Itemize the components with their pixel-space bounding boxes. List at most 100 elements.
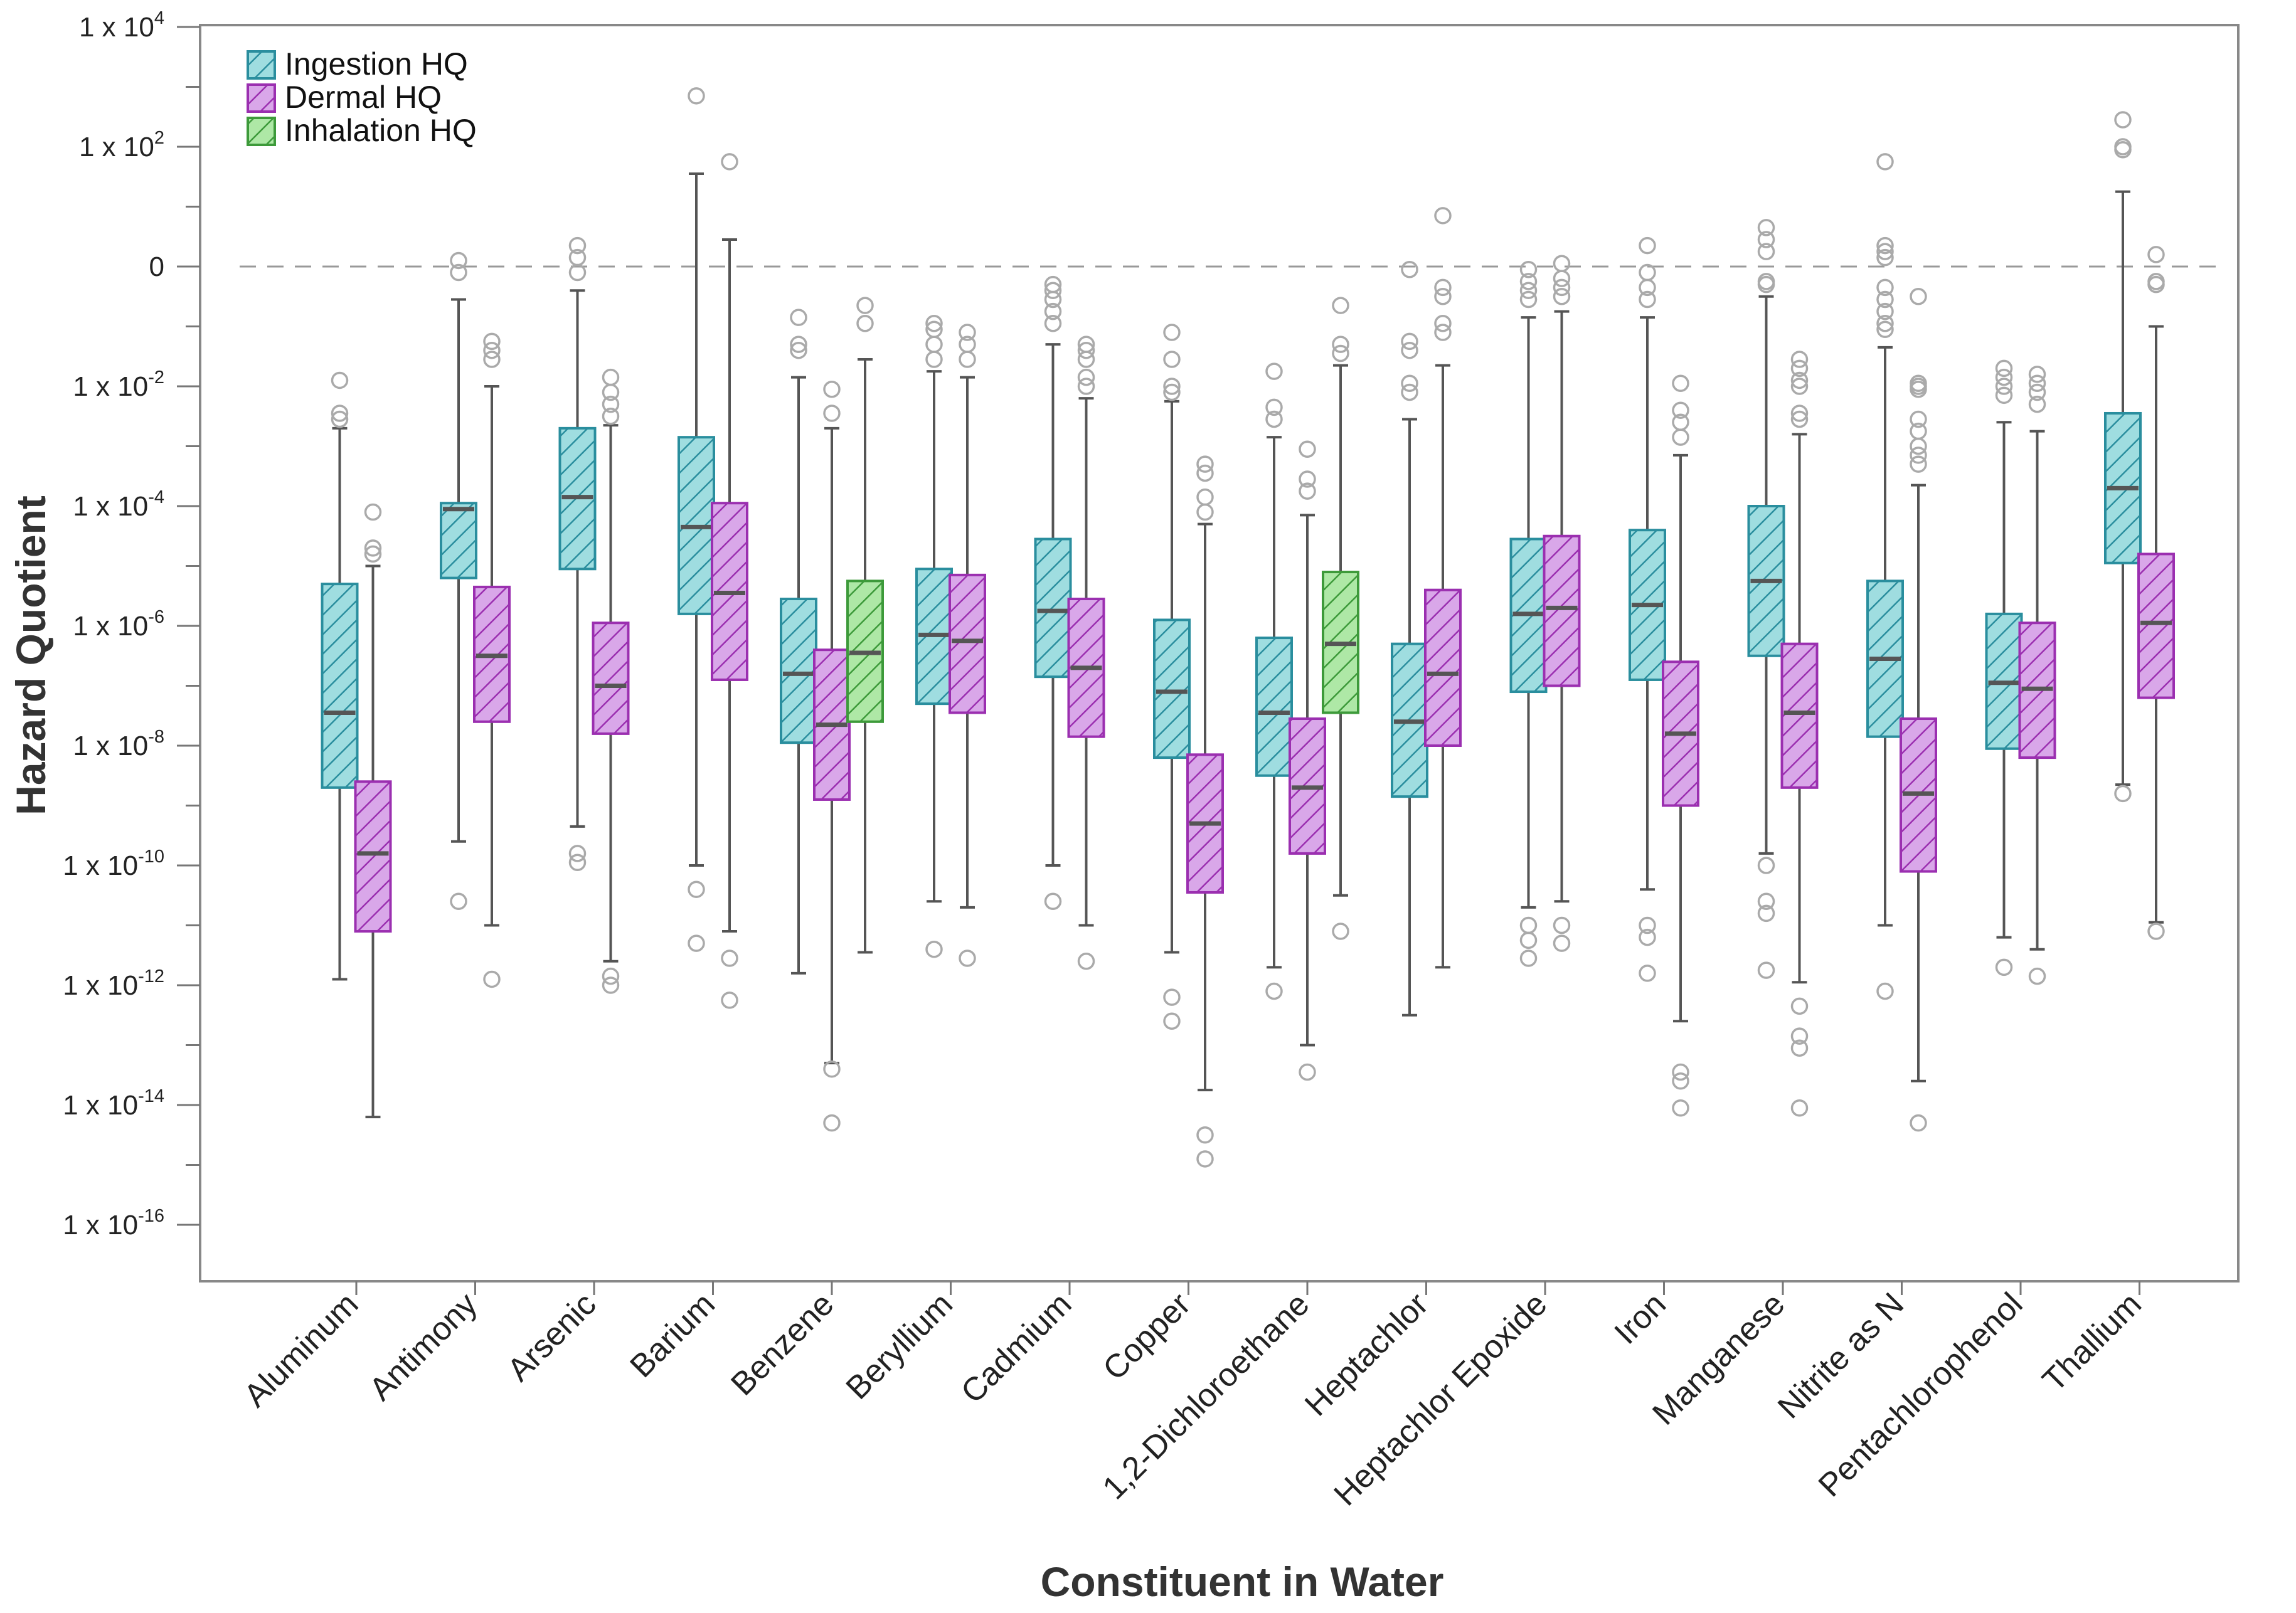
barium-ingestion-outlier (688, 881, 705, 898)
box-group-beryllium (915, 314, 986, 967)
cadmium-dermal-outlier (1077, 953, 1095, 970)
copper-ingestion-outlier (1163, 383, 1181, 401)
y-tick-label-exponent: -16 (138, 1206, 164, 1226)
copper-dermal-outlier (1196, 488, 1214, 506)
copper-dermal-outlier (1196, 1150, 1214, 1168)
heptachlor-epoxide-dermal-outlier (1553, 288, 1571, 305)
manganese-ingestion-outlier (1757, 857, 1775, 874)
beryllium-ingestion-outlier (925, 940, 943, 958)
heptachlor-dermal-outlier (1434, 278, 1452, 297)
y-tick-label-base: 1 x 10 (63, 1210, 138, 1240)
y-tick-label: 1 x 10-8 (73, 727, 164, 761)
manganese-ingestion-outlier (1757, 892, 1775, 911)
antimony-ingestion-box (440, 502, 477, 579)
manganese-dermal-outlier (1790, 378, 1809, 395)
iron-dermal-outlier (1672, 401, 1689, 419)
y-tick-label-base: 1 x 10 (73, 731, 148, 761)
y-tick-label-base: 1 x 10 (79, 132, 154, 162)
heptachlor-ingestion-outlier (1401, 383, 1418, 401)
copper-ingestion-outlier (1163, 351, 1181, 368)
heptachlor-epoxide-dermal-outlier (1553, 934, 1571, 952)
y-tick-label-exponent: -2 (148, 368, 164, 388)
y-tick-label: 1 x 102 (79, 128, 164, 162)
y-tick-label-base: 1 x 10 (73, 371, 148, 402)
thallium-ingestion-outlier (2114, 141, 2132, 159)
heptachlor-epoxide-dermal-outlier (1553, 278, 1571, 297)
y-axis-title: Hazard Quotient (8, 495, 54, 815)
antimony-dermal-outlier (483, 970, 501, 988)
x-category-label: Thallium (2036, 1286, 2149, 1399)
cadmium-dermal-outlier (1077, 378, 1095, 395)
x-category-label: 1,2-Dichloroethane (1096, 1286, 1317, 1506)
aluminum-dermal-box (354, 780, 392, 933)
heptachlor-epoxide-ingestion-outlier (1519, 273, 1538, 290)
legend-swatch-dermal (247, 83, 276, 113)
y-tick-label: 1 x 10-2 (73, 368, 164, 402)
box-group-iron (1629, 236, 1699, 1117)
aluminum-ingestion-outlier (331, 410, 349, 428)
heptachlor-epoxide-ingestion-outlier (1519, 261, 1538, 278)
box-group-benzene (780, 297, 884, 1132)
thallium-ingestion-outlier (2114, 111, 2132, 129)
aluminum-ingestion-outlier (331, 405, 349, 422)
box-group-arsenic (558, 236, 630, 994)
benzene-inhalation-outlier (856, 297, 874, 314)
legend-label-dermal: Dermal HQ (285, 80, 442, 115)
manganese-ingestion-outlier (1757, 219, 1775, 236)
y-tick-label-exponent: -14 (138, 1086, 164, 1106)
cadmium-ingestion-outlier (1044, 302, 1062, 320)
arsenic-dermal-outlier (602, 368, 620, 386)
cadmium-dermal-outlier (1077, 341, 1095, 359)
y-tick-label-exponent: -8 (148, 727, 164, 747)
1-2-dichloroethane-ingestion-outlier (1265, 410, 1283, 428)
legend-swatch-inhalation (247, 117, 276, 146)
1-2-dichloroethane-dermal-outlier (1299, 470, 1316, 488)
copper-ingestion-box (1153, 618, 1191, 759)
manganese-dermal-outlier (1790, 371, 1809, 389)
heptachlor-ingestion-outlier (1401, 374, 1418, 392)
heptachlor-ingestion-outlier (1401, 261, 1418, 278)
heptachlor-epoxide-dermal-outlier (1553, 255, 1571, 272)
x-category-label: Cadmium (954, 1286, 1078, 1410)
cadmium-ingestion-outlier (1044, 282, 1062, 299)
x-category-label: Iron (1608, 1286, 1673, 1351)
aluminum-ingestion-outlier (331, 371, 349, 389)
manganese-ingestion-outlier (1757, 904, 1775, 923)
y-tick-label-exponent: 4 (154, 8, 164, 28)
pentachlorophenol-dermal-outlier (2028, 366, 2046, 383)
heptachlor-dermal-outlier (1434, 314, 1452, 332)
manganese-dermal-outlier (1790, 1027, 1809, 1045)
y-tick-label: 1 x 10-14 (63, 1086, 164, 1121)
x-category-label: Barium (623, 1286, 721, 1384)
pentachlorophenol-dermal-outlier (2028, 395, 2046, 413)
nitrite-as-n-ingestion-outlier (1876, 314, 1894, 332)
iron-ingestion-outlier (1639, 916, 1656, 934)
arsenic-dermal-outlier (602, 976, 620, 994)
manganese-ingestion-outlier (1757, 231, 1775, 248)
cadmium-dermal-outlier (1077, 368, 1095, 386)
box-layer (321, 87, 2175, 1168)
1-2-dichloroethane-ingestion-outlier (1265, 982, 1283, 1000)
benzene-ingestion-outlier (790, 309, 807, 326)
benzene-dermal-outlier (823, 405, 841, 422)
nitrite-as-n-dermal-outlier (1910, 455, 1927, 473)
manganese-dermal-outlier (1790, 410, 1809, 428)
pentachlorophenol-dermal-outlier (2028, 383, 2046, 401)
y-tick-label-base: 1 x 10 (63, 850, 138, 881)
y-tick-label-base: 0 (149, 251, 164, 282)
nitrite-as-n-ingestion-outlier (1876, 982, 1894, 1000)
nitrite-as-n-ingestion-outlier (1876, 248, 1894, 267)
cadmium-ingestion-outlier (1044, 290, 1062, 309)
antimony-dermal-outlier (483, 341, 501, 359)
box-group-1-2-dichloroethane (1255, 297, 1359, 1081)
manganese-dermal-outlier (1790, 1039, 1809, 1057)
nitrite-as-n-dermal-outlier (1910, 410, 1927, 428)
arsenic-dermal-box (592, 621, 630, 735)
arsenic-dermal-outlier (602, 383, 620, 401)
iron-ingestion-outlier (1639, 290, 1656, 309)
barium-ingestion-outlier (688, 934, 705, 952)
heptachlor-dermal-outlier (1434, 207, 1452, 225)
iron-dermal-outlier (1672, 1063, 1689, 1081)
1-2-dichloroethane-inhalation-outlier (1332, 923, 1349, 940)
